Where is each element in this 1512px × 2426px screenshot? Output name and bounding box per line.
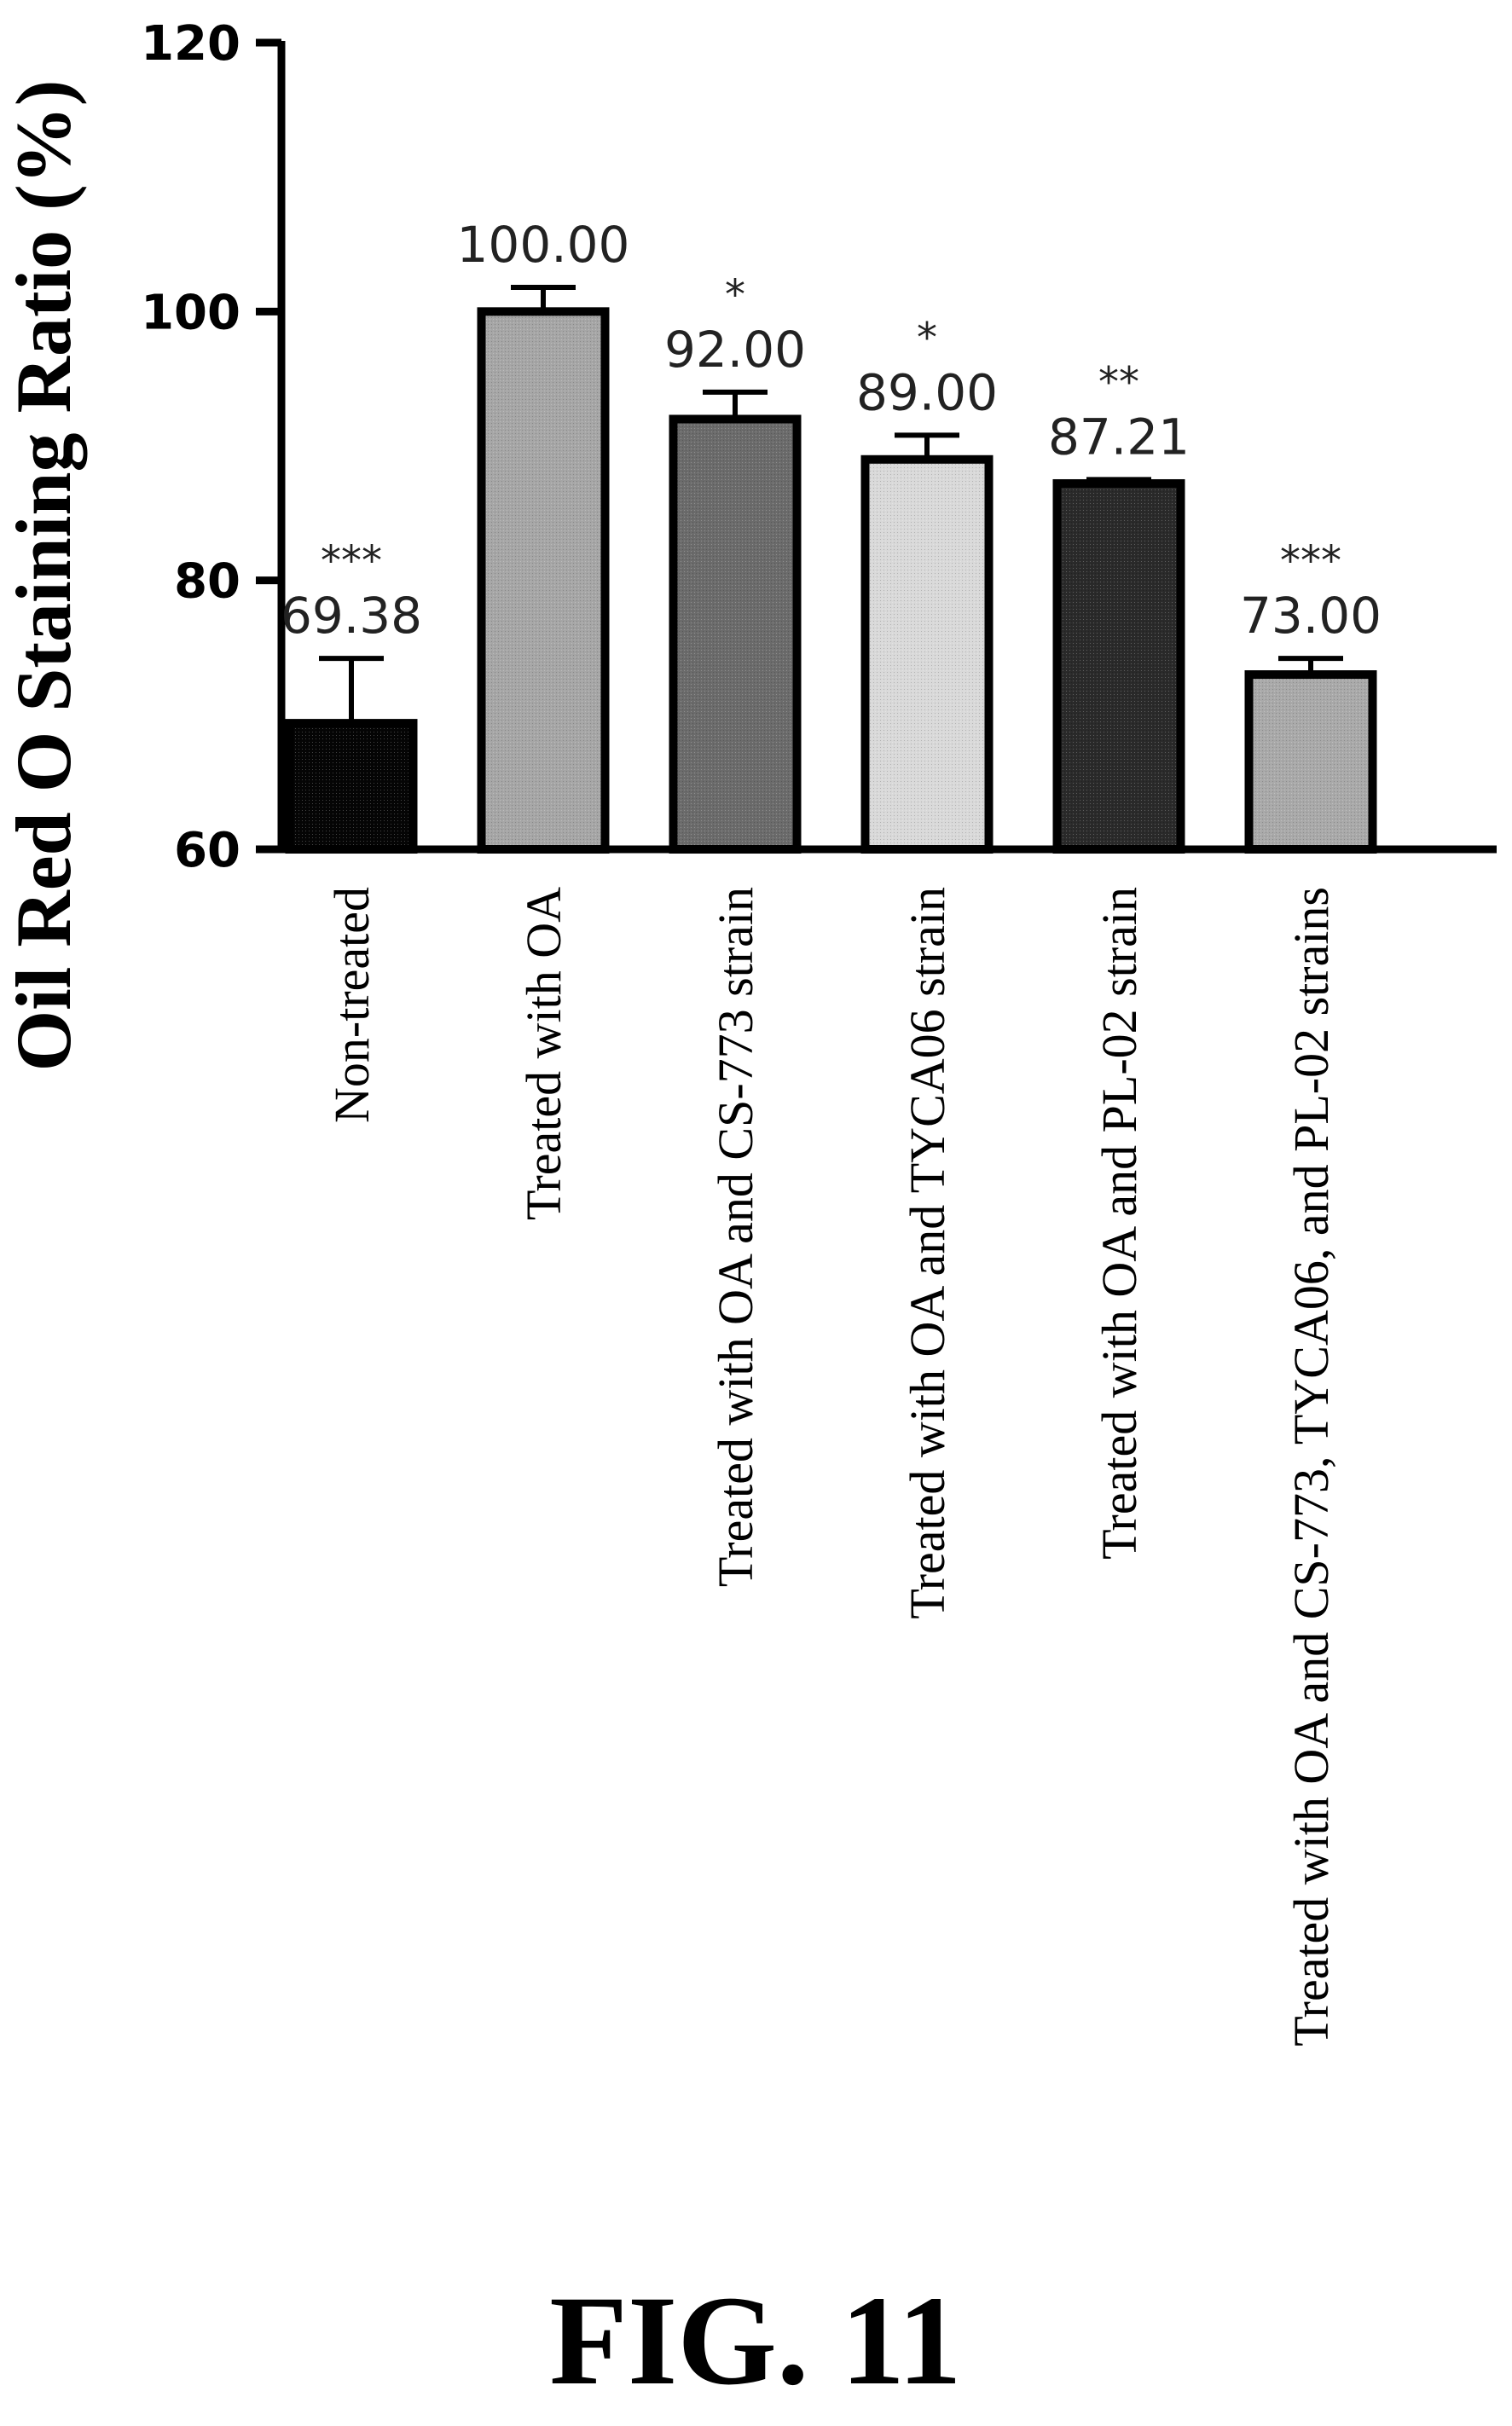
y-tick-label: 120 — [141, 16, 240, 72]
y-tick-label: 60 — [174, 823, 240, 878]
significance-label: ** — [1098, 358, 1139, 406]
category-label: Treated with OA and CS-773, TYCA06, and … — [1283, 887, 1339, 2047]
value-label: 89.00 — [856, 363, 998, 421]
y-tick-label: 100 — [141, 285, 240, 340]
y-tick-label: 80 — [174, 554, 240, 610]
bar-texture — [293, 727, 409, 845]
significance-label: *** — [1280, 537, 1341, 585]
bar-texture — [1061, 487, 1177, 845]
significance-label: * — [725, 271, 745, 319]
category-label: Treated with OA and CS-773 strain — [708, 887, 763, 1587]
bar-texture — [1253, 679, 1369, 845]
value-label: 69.38 — [281, 587, 422, 645]
category-label: Treated with OA and PL-02 strain — [1092, 887, 1147, 1560]
value-label: 100.00 — [457, 216, 630, 274]
bar-texture — [677, 423, 793, 845]
bar-texture — [485, 316, 601, 845]
figure-caption: FIG. 11 — [549, 2270, 961, 2412]
significance-label: * — [917, 314, 937, 362]
y-axis-label: Oil Red O Staining Ratio (%) — [0, 80, 87, 1072]
y-ticks: 60 80 100 120 — [141, 16, 281, 878]
value-label: 73.00 — [1240, 587, 1382, 645]
category-label: Treated with OA — [516, 887, 571, 1220]
category-label: Treated with OA and TYCA06 strain — [900, 887, 955, 1619]
value-label: 92.00 — [664, 321, 806, 379]
x-tick-labels: Non-treated Treated with OA Treated with O… — [324, 887, 1339, 2047]
category-label: Non-treated — [324, 887, 379, 1123]
value-label: 87.21 — [1048, 408, 1190, 466]
significance-label: *** — [321, 537, 382, 585]
bars: 69.38***100.0092.00*89.00*87.21**73.00**… — [281, 216, 1382, 854]
bar-texture — [869, 463, 985, 845]
